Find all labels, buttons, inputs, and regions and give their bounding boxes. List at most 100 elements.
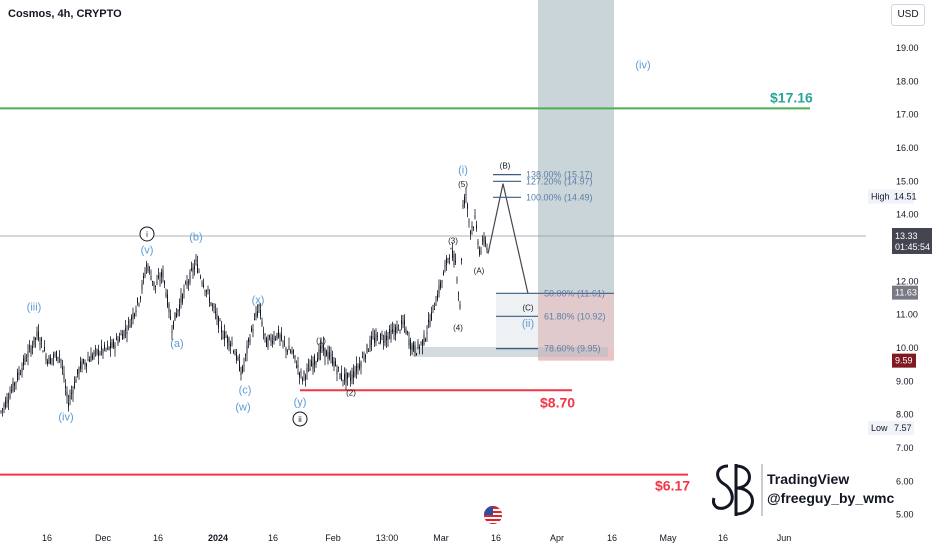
candle-body [470,231,471,235]
level-label: $8.70 [540,394,575,410]
candle-body [281,334,282,341]
support-zone [412,346,608,357]
candle-body [339,373,341,379]
candle-body [398,324,399,326]
candle-body [107,344,108,346]
fib-level-label: 127.20% (14.97) [526,176,593,186]
fib-level-label: 50.00% (11.61) [544,288,605,298]
candle-body [23,358,24,366]
wave-label: (4) [453,323,463,332]
candle-body [32,346,33,349]
candle-body [293,349,294,354]
axis-badge [892,353,916,368]
candle-body [36,331,38,337]
wave-label: (1) [316,337,326,346]
candle-body [29,346,30,348]
candle-body [312,362,314,370]
candle-body [0,410,2,412]
candle-body [383,341,384,343]
candle-body [45,355,47,361]
candle-body [141,283,143,290]
y-tick-label: 14.00 [896,210,919,220]
candle-body [410,340,411,350]
candle-body [48,356,50,364]
candle-body [476,224,477,229]
candle-body [26,360,27,362]
candle-body [57,357,59,359]
candle-body [35,337,36,340]
candle-body [129,324,131,328]
candle-body [33,336,35,345]
candle-body [321,344,323,349]
candle-body [3,404,5,407]
candle-body [219,320,221,322]
candle-body [275,338,276,340]
tradingview-logo [712,464,763,516]
candle-body [245,354,246,356]
candle-body [333,361,335,367]
candle-body [149,267,150,269]
price-candles [0,187,488,417]
candle-body [360,361,362,368]
wave-label: (i) [458,165,468,177]
candle-body [248,338,249,342]
candle-body [276,333,278,339]
candle-body [263,330,264,332]
candle-body [326,350,327,357]
candle-body [419,346,420,349]
candle-body [414,344,416,354]
candle-body [98,349,99,357]
candle-body [177,309,179,313]
candle-body [171,331,173,333]
candle-body [467,203,468,209]
candle-body [134,313,135,317]
candle-body [80,361,81,369]
candle-body [204,290,206,292]
candle-body [123,330,125,337]
candle-body [42,350,44,353]
candle-body [279,334,281,338]
candle-body [425,338,426,341]
candle-body [323,344,324,352]
candle-body [411,344,413,351]
axis-badge [868,420,914,435]
candle-body [87,359,89,361]
candle-body [363,358,365,360]
candle-body [105,348,107,350]
y-tick-label: 7.00 [896,443,914,453]
us-flag-icon[interactable] [484,506,502,524]
candle-body [179,304,180,311]
candle-body [164,281,165,285]
candle-body [362,356,363,358]
wave-label: (x) [252,295,265,307]
candle-body [351,374,353,379]
chart-title[interactable]: Cosmos, 4h, CRYPTO [8,8,122,20]
wave-label: (B) [500,162,511,171]
y-tick-label: 16.00 [896,143,919,153]
x-tick-label: Feb [325,533,341,543]
candle-body [200,276,201,278]
candle-body [284,343,285,345]
candle-body [455,260,456,263]
x-tick-label: 16 [153,533,163,543]
candle-body [261,321,263,326]
y-tick-label: 11.00 [896,310,918,320]
candle-body [210,302,212,306]
candle-body [399,330,401,332]
y-tick-label: 19.00 [896,43,919,53]
candle-body [84,362,86,366]
currency-button[interactable]: USD [891,4,925,26]
axis-badge-value: 9.59 [895,356,913,366]
wave-label: (b) [189,231,202,243]
candle-body [30,347,32,354]
x-tick-label: Apr [550,533,564,543]
candle-body [432,304,434,307]
candle-body [374,337,375,343]
wave-label: (w) [235,401,250,413]
candle-body [471,226,473,229]
candle-body [452,250,453,258]
candle-body [345,372,347,383]
candle-body [155,285,156,287]
candle-body [218,316,219,328]
